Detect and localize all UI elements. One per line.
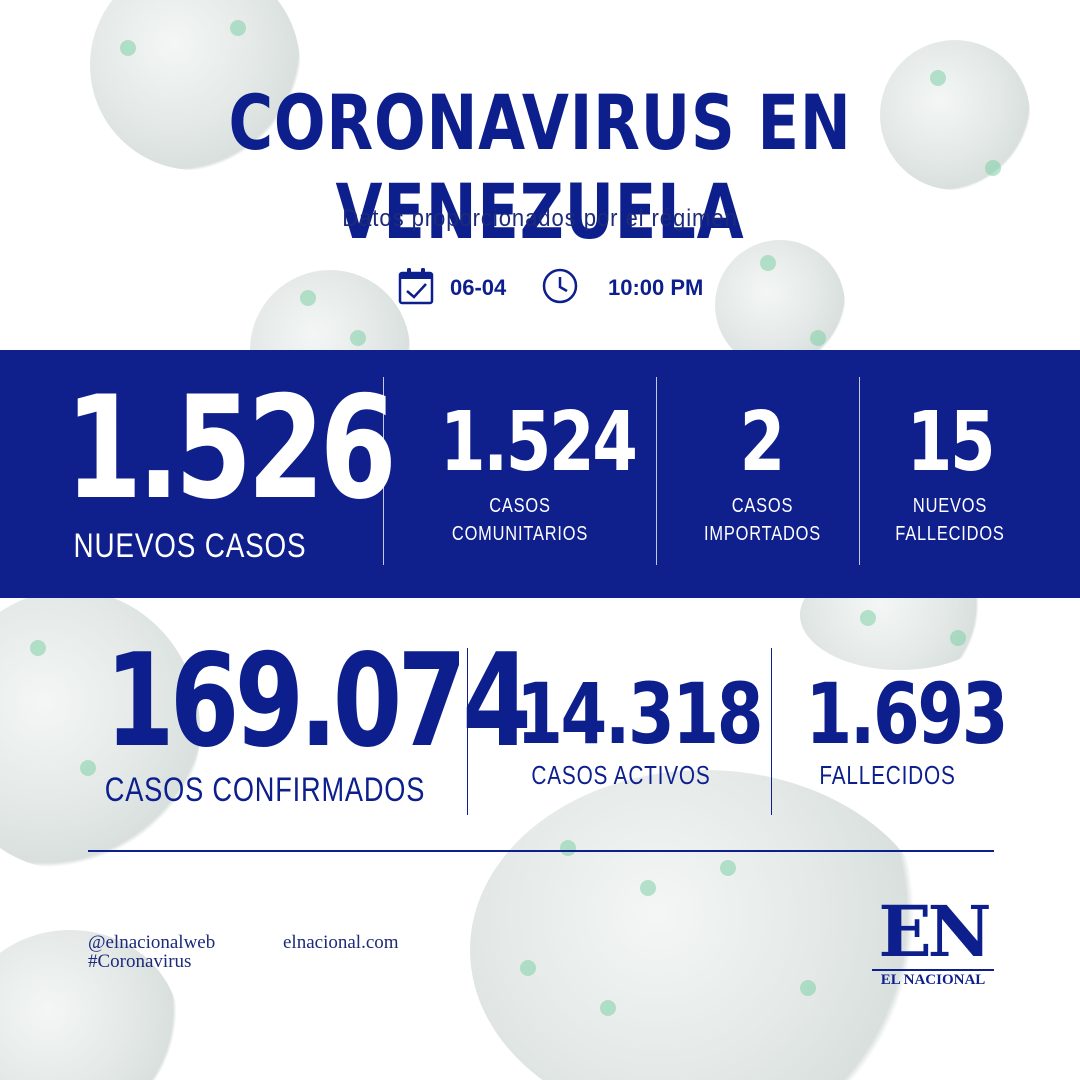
logo-name: EL NACIONAL	[872, 969, 994, 989]
date-time-row: 06-04 10:00 PM	[0, 267, 1080, 310]
divider	[656, 377, 657, 565]
clock-icon	[541, 267, 579, 310]
virus-illustration	[90, 0, 300, 170]
stat-label: CASOS CONFIRMADOS	[104, 771, 426, 809]
page-subtitle: Datos proporcionados por el régimen	[342, 205, 738, 232]
stat-comunitarios: 1.524 CASOS COMUNITARIOS	[420, 395, 638, 548]
stat-value: 2	[739, 395, 786, 490]
page-title: CORONAVIRUS EN VENEZUELA	[228, 78, 852, 256]
hashtag: #Coronavirus	[88, 951, 192, 972]
stat-label-line1: CASOS	[489, 495, 551, 517]
divider	[771, 648, 772, 815]
stat-label: CASOS ACTIVOS	[531, 760, 711, 790]
virus-illustration	[715, 240, 845, 370]
date-text: 06-04	[450, 275, 507, 300]
stat-importados: 2 CASOS IMPORTADOS	[680, 402, 845, 548]
stat-value: 1.693	[805, 665, 1009, 763]
virus-illustration	[470, 770, 940, 1080]
stat-label-line2: IMPORTADOS	[704, 523, 821, 545]
time-item: 10:00 PM	[541, 268, 703, 308]
stat-label-line1: CASOS	[731, 495, 794, 517]
virus-illustration	[0, 590, 200, 870]
stat-value: 1.524	[440, 395, 638, 490]
stat-nuevos-fallecidos: 15 NUEVOS FALLECIDOS	[875, 402, 1025, 548]
time-text: 10:00 PM	[608, 275, 704, 300]
footer-divider	[88, 850, 994, 852]
stat-confirmados: 169.074 CASOS CONFIRMADOS	[60, 627, 532, 810]
el-nacional-logo: EN EL NACIONAL	[872, 897, 994, 989]
stat-label-line2: FALLECIDOS	[895, 523, 1005, 545]
stat-label: NUEVOS CASOS	[73, 527, 307, 565]
virus-illustration	[880, 40, 1030, 190]
stat-label-line1: NUEVOS	[912, 495, 988, 517]
divider	[467, 648, 468, 815]
social-handle: @elnacionalweb	[88, 932, 216, 953]
stat-fallecidos: 1.693 FALLECIDOS	[785, 665, 1009, 790]
daily-stats-band: 1.526 NUEVOS CASOS 1.524 CASOS COMUNITAR…	[0, 350, 1080, 598]
stat-activos: 14.318 CASOS ACTIVOS	[490, 665, 763, 790]
calendar-check-icon	[398, 267, 434, 310]
website-link[interactable]: elnacional.com	[283, 932, 399, 953]
divider	[859, 377, 860, 565]
stat-value: 169.074	[105, 627, 532, 776]
stat-label: FALLECIDOS	[819, 760, 956, 790]
stat-value: 14.318	[516, 665, 763, 763]
stat-label-line2: COMUNITARIOS	[451, 523, 589, 545]
stat-value: 15	[906, 395, 996, 490]
stat-nuevos-casos: 1.526 NUEVOS CASOS	[30, 366, 397, 566]
divider	[383, 377, 384, 565]
date-item: 06-04	[398, 267, 507, 310]
logo-mark: EN	[878, 890, 991, 973]
stat-value: 1.526	[65, 366, 397, 531]
